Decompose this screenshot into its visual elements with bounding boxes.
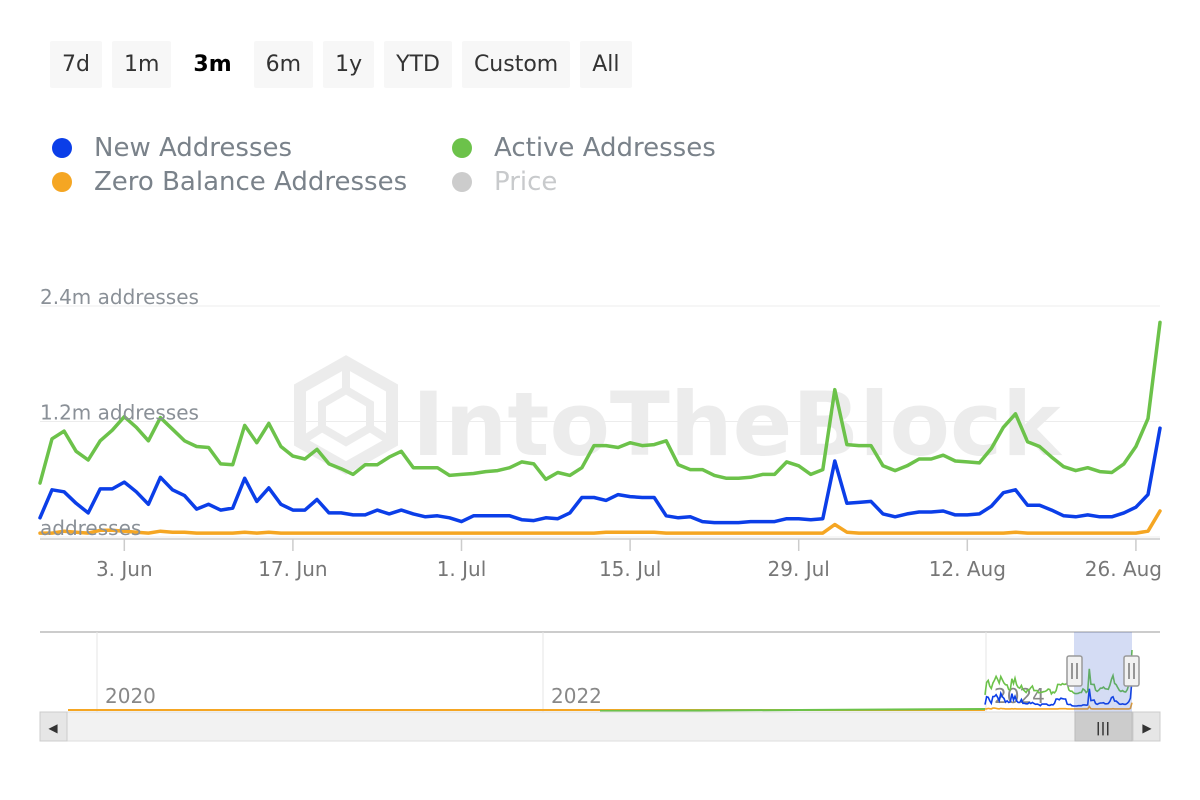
range-button-7d[interactable]: 7d [50,41,102,88]
gridlines [40,305,1160,538]
range-button-3m[interactable]: 3m [181,41,244,88]
navigator-series [984,649,1133,710]
navigator-line-zero-balance-addresses [985,702,1133,710]
legend-item-active-addresses[interactable]: Active Addresses [452,133,716,163]
navigator-line-new-addresses [984,679,1133,707]
scroll-right-button[interactable] [1132,711,1161,742]
legend-label: Zero Balance Addresses [94,167,408,197]
y-tick-label: addresses [40,516,141,540]
x-tick-label: 12. Aug [929,557,1006,581]
chevron-left-icon: ◀ [48,721,58,735]
navigator-left-handle[interactable] [1066,655,1083,687]
time-range-selector: 7d 1m 3m 6m 1y YTD Custom All [50,41,632,88]
range-button-custom[interactable]: Custom [461,41,571,88]
range-button-all[interactable]: All [580,41,632,88]
navigator-year-2020: 2020 [105,684,156,708]
x-tick-label: 26. Aug [1085,557,1162,581]
x-tick-label: 29. Jul [768,557,830,581]
navigator-selection[interactable] [1074,632,1132,712]
legend-label: Price [494,167,558,197]
legend-dot-icon [452,172,472,192]
navigator-line-active-addresses [984,649,1133,696]
navigator-active-history [599,708,986,712]
legend-dot-icon [52,138,72,158]
legend-item-price[interactable]: Price [452,167,557,197]
legend-label: Active Addresses [494,133,716,163]
x-tick-label: 1. Jul [437,557,487,581]
chart-legend: New Addresses Active Addresses Zero Balanc… [52,133,812,208]
y-tick-label: 2.4m addresses [40,285,199,309]
y-axis-labels: addresses 1.2m addresses 2.4m addresses [40,285,199,540]
series-line-active-addresses [38,320,1162,485]
range-button-1y[interactable]: 1y [323,41,375,88]
scrollbar-track[interactable] [39,711,1161,742]
navigator-year-2022: 2022 [551,684,602,708]
legend-dot-icon [452,138,472,158]
scrollbar-grip: ||| [1096,721,1110,736]
x-axis: 3. Jun 17. Jun 1. Jul 15. Jul 29. Jul 12. Aug… [40,538,1162,581]
series-lines [38,320,1162,535]
legend-item-new-addresses[interactable]: New Addresses [52,133,292,163]
scroll-left-button[interactable] [39,711,68,742]
legend-dot-icon [52,172,72,192]
x-tick-label: 3. Jun [96,557,153,581]
scrollbar-thumb[interactable] [1074,711,1133,742]
x-tick-label: 15. Jul [599,557,661,581]
range-button-ytd[interactable]: YTD [384,41,452,88]
series-line-new-addresses [38,426,1162,525]
navigator-background [40,632,1160,712]
legend-item-zero-balance-addresses[interactable]: Zero Balance Addresses [52,167,407,197]
scrollbar: ◀ ▶ ||| [39,711,1161,742]
y-tick-label: 1.2m addresses [40,401,199,425]
range-button-6m[interactable]: 6m [253,41,314,88]
x-tick-label: 17. Jun [258,557,327,581]
series-line-zero-balance-addresses [38,509,1162,535]
legend-label: New Addresses [94,133,293,163]
navigator-right-handle[interactable] [1123,655,1140,687]
chevron-right-icon: ▶ [1142,721,1152,735]
range-button-1m[interactable]: 1m [111,41,172,88]
